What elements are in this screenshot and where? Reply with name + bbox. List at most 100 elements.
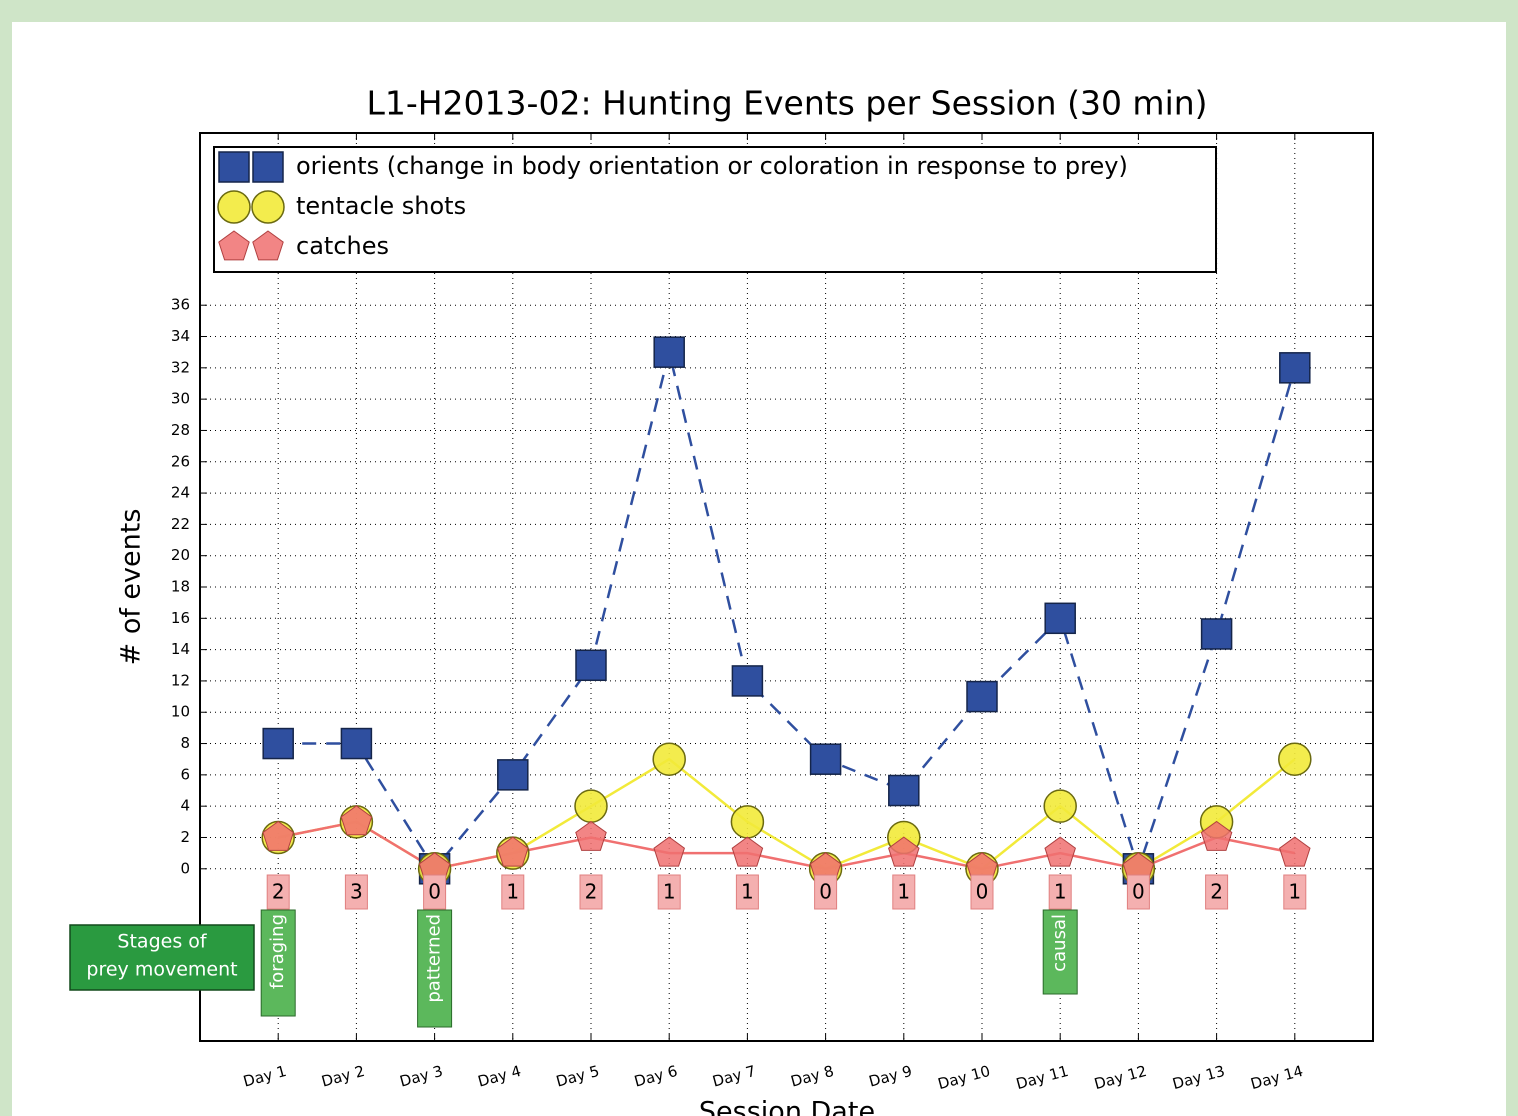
stage-box: [260, 909, 296, 1017]
legend-label: orients (change in body orientation or c…: [296, 152, 1128, 180]
data-point: [574, 789, 608, 823]
stage-label: foraging: [267, 914, 288, 989]
data-point: [888, 774, 920, 807]
data-label: 1: [741, 880, 754, 904]
data-label: 0: [428, 880, 441, 904]
y-tick-label: 8: [180, 734, 190, 752]
y-tick-label: 20: [171, 546, 190, 564]
data-point: [1043, 789, 1077, 823]
data-point: [575, 820, 607, 851]
y-tick-label: 18: [171, 578, 190, 596]
y-axis-label: # of events: [116, 509, 147, 666]
data-point: [340, 805, 373, 836]
data-point: [731, 665, 764, 697]
legend-box: [213, 146, 1217, 273]
y-tick-label: 28: [171, 421, 190, 439]
stage-label: causal: [1049, 914, 1070, 972]
y-tick-label: 10: [171, 703, 190, 721]
data-label: 3: [350, 880, 363, 904]
y-tick-label: 32: [171, 358, 190, 376]
data-label-box: [892, 874, 916, 910]
data-point: [653, 336, 685, 368]
y-tick-label: 26: [171, 452, 190, 470]
y-tick-label: 34: [171, 327, 190, 345]
data-label: 0: [1132, 880, 1145, 904]
stages-title: Stages of: [117, 931, 207, 953]
data-label: 1: [663, 880, 676, 904]
legend-marker: [252, 151, 284, 183]
data-label: 1: [1288, 880, 1301, 904]
data-point: [809, 743, 842, 775]
data-point: [1279, 352, 1311, 384]
legend-marker: [218, 230, 250, 261]
y-tick-label: 16: [171, 609, 190, 627]
data-label-box: [1126, 874, 1150, 910]
data-label: 2: [585, 880, 598, 904]
legend-marker: [252, 230, 284, 261]
stage-label: patterned: [424, 914, 445, 1003]
data-label-box: [735, 874, 759, 910]
y-tick-label: 0: [180, 859, 190, 877]
data-point: [340, 727, 373, 760]
data-point: [653, 836, 685, 867]
data-label: 1: [506, 880, 519, 904]
data-label-box: [814, 874, 838, 910]
data-label-box: [501, 874, 525, 910]
data-point: [1279, 836, 1311, 867]
data-label: 2: [1210, 880, 1223, 904]
data-point: [652, 742, 686, 776]
data-label: 0: [819, 880, 832, 904]
data-label-box: [1048, 874, 1072, 910]
legend-label: catches: [296, 232, 389, 260]
legend-marker: [217, 190, 251, 224]
data-label-box: [266, 874, 290, 910]
data-point: [731, 836, 764, 867]
stage-box: [417, 909, 453, 1028]
chart-title: L1-H2013-02: Hunting Events per Session …: [366, 84, 1207, 123]
data-point: [262, 727, 294, 760]
data-label-box: [1283, 874, 1307, 910]
stages-box: [69, 924, 255, 991]
y-tick-label: 30: [171, 390, 190, 408]
data-point: [1200, 618, 1233, 650]
data-point: [1044, 836, 1076, 867]
data-point: [1200, 820, 1233, 851]
y-tick-label: 24: [171, 484, 190, 502]
data-label-box: [344, 874, 368, 910]
legend: orients (change in body orientation or c…: [213, 146, 1217, 273]
data-label-box: [657, 874, 681, 910]
y-tick-label: 12: [171, 671, 190, 689]
legend-marker: [218, 151, 250, 183]
y-tick-label: 4: [180, 797, 190, 815]
y-tick-label: 22: [171, 515, 190, 533]
legend-marker: [251, 190, 285, 224]
stage-box: [1042, 909, 1078, 995]
y-tick-label: 14: [171, 640, 190, 658]
data-label-box: [970, 874, 994, 910]
legend-label: tentacle shots: [296, 192, 466, 220]
data-label-box: [1205, 874, 1229, 910]
plot-frame: [199, 132, 1374, 1042]
data-point: [888, 836, 920, 867]
y-tick-label: 2: [180, 828, 190, 846]
data-point: [966, 680, 998, 713]
data-label-box: [423, 874, 447, 910]
data-label: 2: [272, 880, 285, 904]
data-point: [1044, 602, 1076, 635]
data-point: [730, 805, 765, 839]
marks: 2 3 0 1 2 1 1 0 1 0 1 0 2 1: [261, 336, 1312, 910]
data-point: [497, 759, 529, 791]
y-tick-label: 6: [180, 765, 190, 783]
data-label: 1: [897, 880, 910, 904]
data-point: [575, 649, 607, 682]
data-point: [497, 836, 529, 867]
data-label-box: [579, 874, 603, 910]
data-point: [262, 820, 294, 851]
y-tick-label: 36: [171, 296, 190, 314]
x-axis-label: Session Date: [699, 1097, 875, 1116]
data-label: 1: [1054, 880, 1067, 904]
data-point: [1278, 742, 1312, 776]
data-label: 0: [976, 880, 989, 904]
